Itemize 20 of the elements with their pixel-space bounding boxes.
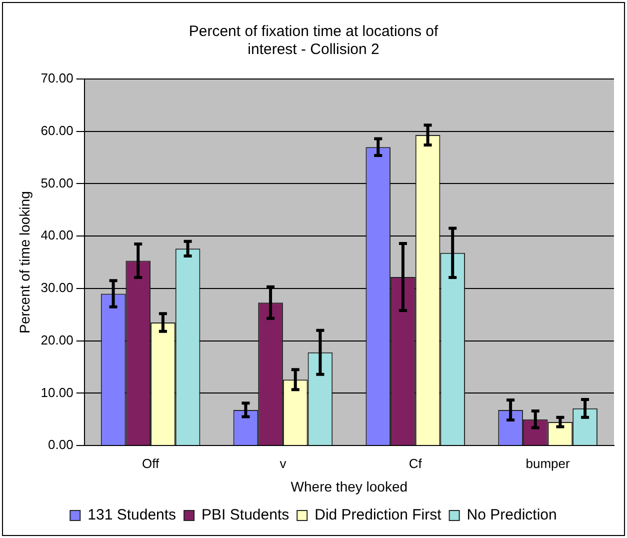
legend-label: No Prediction xyxy=(466,506,557,524)
y-axis-title: Percent of time looking xyxy=(16,191,32,334)
x-tick-label: Off xyxy=(142,456,160,471)
legend-label: PBI Students xyxy=(202,506,290,524)
x-axis-title: Where they looked xyxy=(290,478,408,494)
text: interest - Collision 2 xyxy=(248,41,380,58)
y-tick-label: 20.00 xyxy=(40,332,74,348)
x-tick-label: Cf xyxy=(408,456,422,471)
y-tick-label: 0.00 xyxy=(48,437,74,452)
y-tick-label: 40.00 xyxy=(40,228,74,243)
legend-label: Did Prediction First xyxy=(314,506,442,524)
y-tick-label: 50.00 xyxy=(40,175,74,190)
x-tick-label: v xyxy=(280,456,287,471)
y-tick-label: 70.00 xyxy=(40,70,74,86)
x-tick-label: bumper xyxy=(526,456,570,471)
y-tick-label: 30.00 xyxy=(40,280,74,296)
text: Percent of fixation time at locations of xyxy=(188,23,438,40)
y-tick-label: 10.00 xyxy=(40,384,74,400)
y-tick-label: 60.00 xyxy=(40,122,74,138)
legend-label: 131 Students xyxy=(88,506,176,524)
